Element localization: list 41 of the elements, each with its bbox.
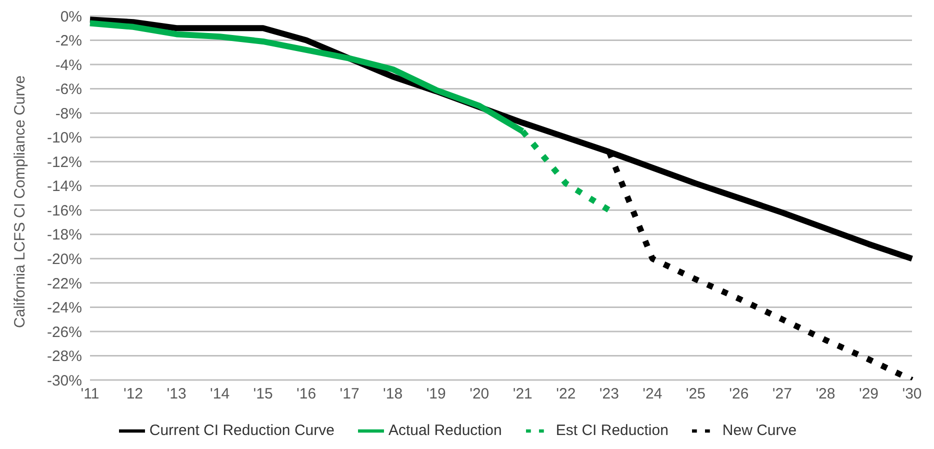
y-tick-label: -6% — [55, 81, 82, 98]
y-tick-label: -30% — [46, 372, 82, 390]
y-tick-label: 0% — [60, 8, 82, 26]
x-tick-label: '25 — [686, 386, 706, 403]
y-tick-label: -10% — [46, 130, 82, 147]
x-tick-label: '19 — [426, 386, 446, 403]
y-tick-label: -18% — [46, 226, 82, 244]
x-tick-label: '21 — [512, 386, 532, 403]
legend-label: Current CI Reduction Curve — [149, 422, 334, 439]
legend-label: Actual Reduction — [388, 422, 502, 439]
y-tick-label: -4% — [55, 56, 82, 74]
x-tick-label: '27 — [772, 386, 792, 403]
x-tick-label: '14 — [210, 386, 230, 403]
x-tick-label: '13 — [166, 386, 186, 403]
y-tick-label: -28% — [46, 348, 82, 366]
x-tick-label: '24 — [642, 386, 662, 403]
x-tick-label: '20 — [470, 386, 490, 403]
y-tick-label: -2% — [55, 32, 82, 50]
y-tick-label: -26% — [46, 324, 82, 341]
x-tick-label: '28 — [816, 386, 836, 403]
legend-label: Est CI Reduction — [556, 422, 668, 439]
x-tick-label: '16 — [296, 386, 316, 403]
x-tick-label: '17 — [340, 386, 360, 403]
x-tick-label: '15 — [253, 386, 273, 403]
x-tick-label: '29 — [858, 386, 879, 403]
y-tick-label: -20% — [46, 250, 82, 268]
y-tick-label: -8% — [55, 105, 82, 122]
x-tick-label: '30 — [902, 386, 922, 403]
x-tick-label: '22 — [556, 386, 576, 403]
x-tick-label: '26 — [729, 386, 749, 403]
x-tick-label: '23 — [599, 386, 619, 403]
y-tick-label: -12% — [46, 154, 82, 171]
y-tick-label: -24% — [46, 300, 82, 317]
x-tick-label: '11 — [80, 386, 100, 403]
x-tick-label: '12 — [123, 386, 144, 403]
x-tick-label: '18 — [383, 386, 403, 403]
y-tick-label: -16% — [46, 202, 82, 220]
y-axis-title: California LCFS CI Compliance Curve — [11, 75, 28, 328]
y-tick-label: -14% — [46, 178, 82, 196]
y-tick-label: -22% — [46, 275, 82, 292]
legend-label: New Curve — [722, 422, 797, 439]
